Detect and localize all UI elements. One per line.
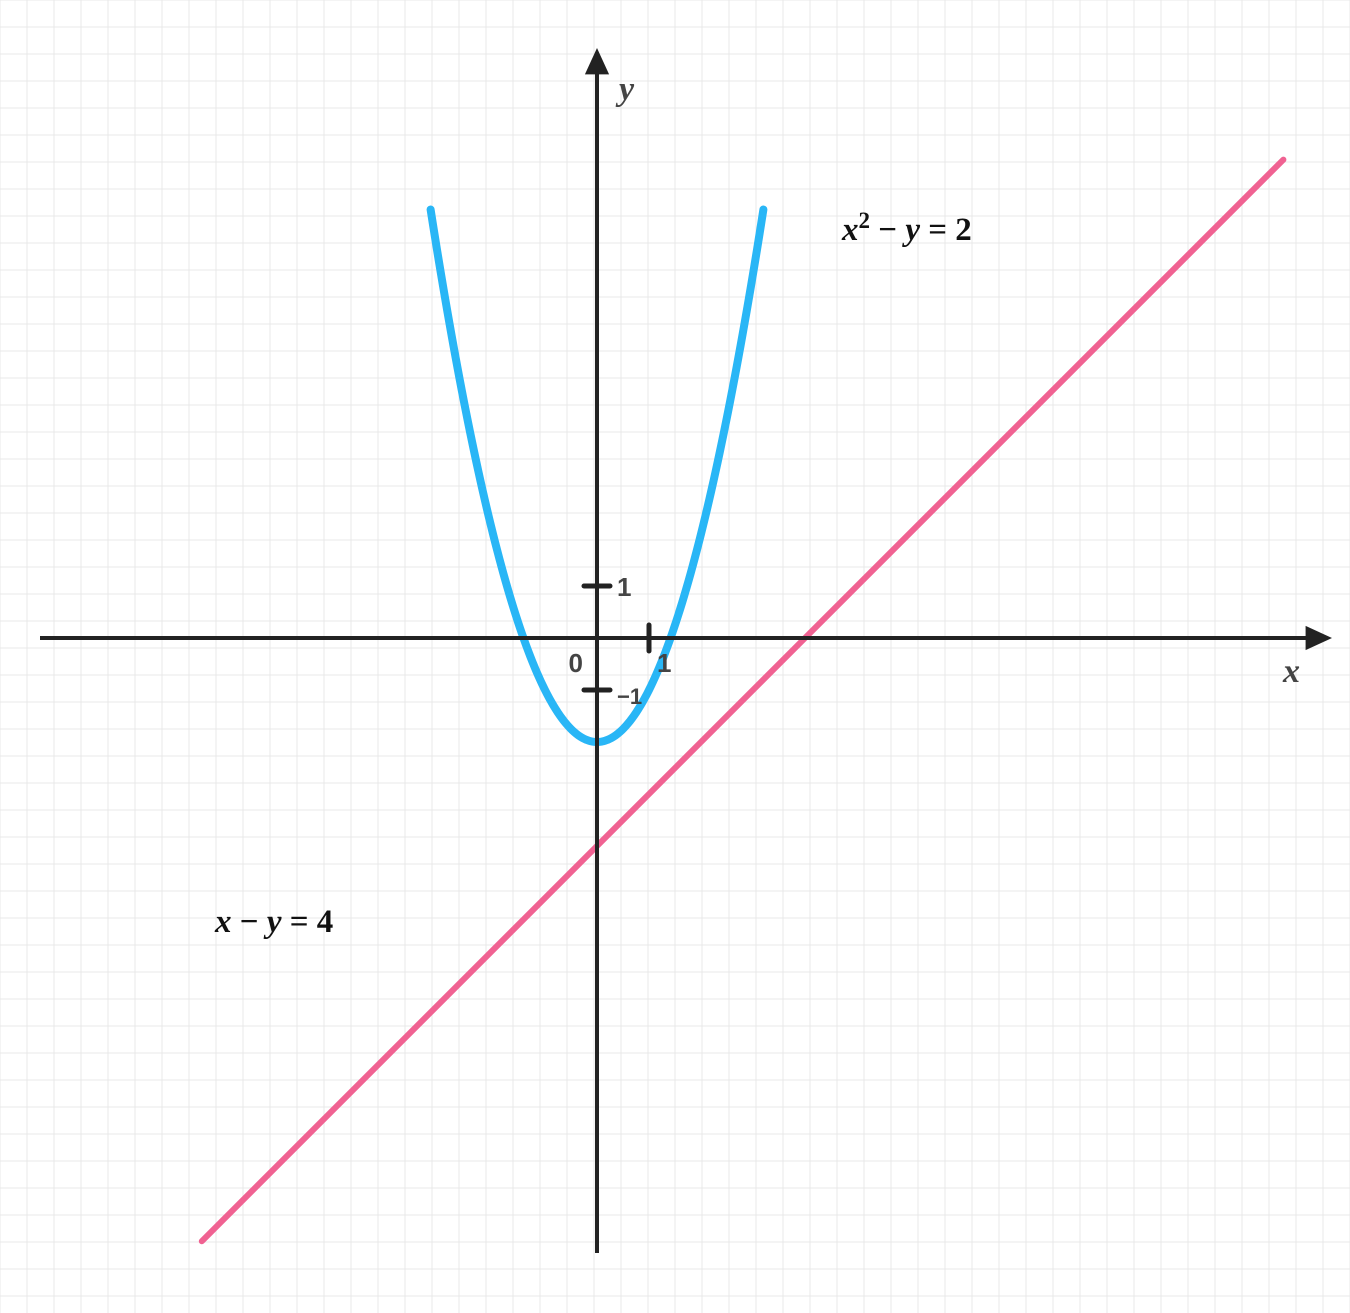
- y-tick-label-1: 1: [617, 572, 631, 602]
- math-plot: 11−10xyx2 − y = 2x − y = 4: [0, 0, 1350, 1313]
- y-tick-label-neg1: −1: [617, 684, 642, 709]
- line-equation-label: x − y = 4: [214, 904, 333, 940]
- x-axis-label: x: [1282, 653, 1300, 690]
- x-tick-label-1: 1: [657, 648, 671, 678]
- origin-label: 0: [569, 648, 583, 678]
- plot-svg: 11−10xyx2 − y = 2x − y = 4: [0, 0, 1350, 1313]
